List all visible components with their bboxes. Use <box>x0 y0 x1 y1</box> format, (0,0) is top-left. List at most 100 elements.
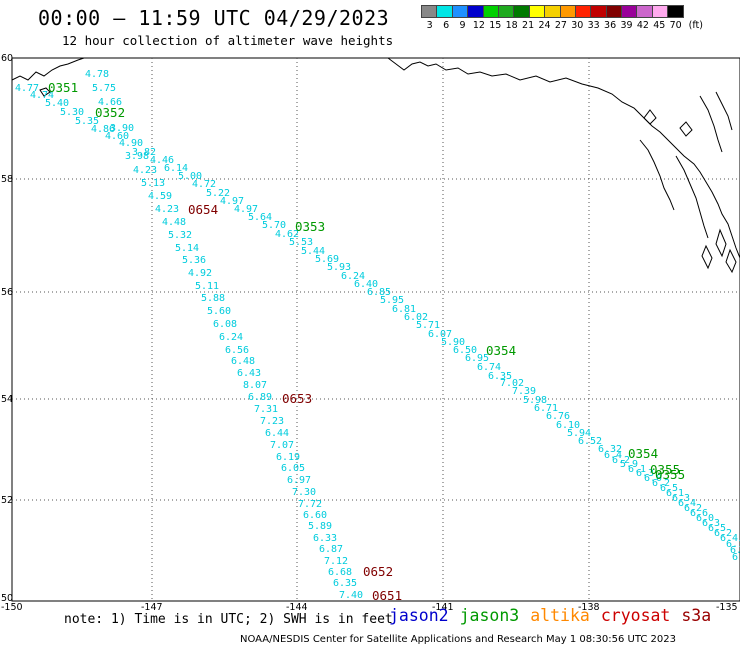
wave-height-value: 4.97 <box>220 196 244 207</box>
wave-height-value: 6.32 <box>598 444 622 455</box>
legend-label: 9 <box>459 20 466 31</box>
lat-tick: 50 <box>1 593 13 604</box>
wave-height-value: 4.23 <box>155 204 179 215</box>
svg-text:6.2: 6.2 <box>652 478 670 489</box>
svg-text:6.4: 6.4 <box>720 533 738 544</box>
wave-height-value: 6.87 <box>319 544 343 555</box>
wave-height-value: 6.40 <box>354 279 378 290</box>
wave-height-value: 7.30 <box>292 487 316 498</box>
svg-text:6.5: 6.5 <box>708 523 726 534</box>
pass-time-label: 0651 <box>372 588 402 603</box>
wave-height-value: 6.89 <box>248 392 272 403</box>
wave-height-value: 7.02 <box>500 378 524 389</box>
svg-text:6.5: 6.5 <box>660 483 678 494</box>
wave-height-value: 6.44 <box>265 428 289 439</box>
legend-label: 39 <box>620 20 633 31</box>
wave-height-value: 4.90 <box>119 138 143 149</box>
wave-height-value: 6.02 <box>404 312 428 323</box>
wave-height-value: 6.50 <box>453 345 477 356</box>
svg-text:6.2: 6.2 <box>732 552 740 563</box>
legend-label: 45 <box>653 20 666 31</box>
legend-unit: (ft) <box>688 20 703 31</box>
wave-height-value: 5.64 <box>248 212 272 223</box>
wave-height-value: 5.14 <box>175 243 199 254</box>
legend-label: 15 <box>489 20 502 31</box>
svg-text:5.9: 5.9 <box>620 459 638 470</box>
satellite-name: altika <box>530 606 590 625</box>
wave-height-value: 4.60 <box>105 131 129 142</box>
wave-height-value: 6.35 <box>488 371 512 382</box>
wave-height-value: 6.68 <box>328 567 352 578</box>
lon-tick: -150 <box>1 602 23 613</box>
coastline <box>11 57 740 274</box>
wave-height-value: 4.92 <box>188 268 212 279</box>
svg-text:6.1: 6.1 <box>726 539 740 550</box>
wave-height-value: 6.19 <box>276 452 300 463</box>
svg-text:6.3: 6.3 <box>730 545 740 556</box>
dense-track-overlap: 6.46.25.9 6.16.36.0 6.26.56.1 6.36.46.2 … <box>604 450 740 563</box>
wave-height-value: 6.56 <box>225 345 249 356</box>
legend-label: 42 <box>636 20 649 31</box>
lon-tick: -135 <box>716 602 738 613</box>
svg-text:6.2: 6.2 <box>714 528 732 539</box>
wave-height-value: 6.43 <box>237 368 261 379</box>
legend-label: 70 <box>669 20 682 31</box>
map-frame <box>11 57 740 602</box>
wave-height-value: 5.36 <box>182 255 206 266</box>
wave-height-value: 6.10 <box>556 420 580 431</box>
lon-tick: -147 <box>141 602 163 613</box>
wave-height-value: 4.48 <box>162 217 186 228</box>
wave-height-value: 3.82 <box>132 147 156 158</box>
credit-line: NOAA/NESDIS Center for Satellite Applica… <box>240 634 676 645</box>
wave-height-value: 6.35 <box>333 578 357 589</box>
legend-label: 12 <box>472 20 485 31</box>
wave-height-value: 6.05 <box>281 463 305 474</box>
wave-height-value: 5.71 <box>416 320 440 331</box>
wave-height-value: 5.89 <box>308 521 332 532</box>
wave-height-value: 6.14 <box>164 163 188 174</box>
svg-text:6.1: 6.1 <box>666 488 684 499</box>
pass-time-label: 0652 <box>363 564 393 579</box>
svg-text:6.6: 6.6 <box>690 508 708 519</box>
pass-time-label: 0654 <box>188 202 218 217</box>
wave-height-value: 4.78 <box>85 69 109 80</box>
wave-height-value: 6.81 <box>392 304 416 315</box>
wave-height-value: 5.88 <box>201 293 225 304</box>
wave-height-value: 4.59 <box>148 191 172 202</box>
wave-height-value: 8.07 <box>243 380 267 391</box>
wave-height-value: 5.44 <box>301 246 325 257</box>
wave-height-value: 5.22 <box>206 188 230 199</box>
svg-text:6.1: 6.1 <box>628 464 646 475</box>
wave-height-value: 6.95 <box>465 353 489 364</box>
svg-text:6.2: 6.2 <box>684 503 702 514</box>
svg-text:6.0: 6.0 <box>696 513 714 524</box>
svg-text:6.3: 6.3 <box>672 493 690 504</box>
wave-height-value: 5.32 <box>168 230 192 241</box>
footer-note: note: 1) Time is in UTC; 2) SWH is in fe… <box>64 612 393 627</box>
wave-height-value: 7.23 <box>260 416 284 427</box>
wave-height-value: 7.39 <box>512 386 536 397</box>
legend-label: 21 <box>522 20 535 31</box>
legend-label: 24 <box>538 20 551 31</box>
wave-height-value: 3.98 <box>125 151 149 162</box>
legend-label: 36 <box>604 20 617 31</box>
lon-tick: -144 <box>286 602 308 613</box>
wave-height-value: 6.71 <box>534 403 558 414</box>
wave-height-value: 4.74 <box>30 90 54 101</box>
pass-labels: 0351035206540353035406530354035503550652… <box>48 80 685 603</box>
wave-height-value: 4.66 <box>98 97 122 108</box>
satellite-legend: jason2 jason3 altika cryosat s3a <box>389 606 722 625</box>
satellite-name: s3a <box>681 606 712 625</box>
wave-height-value: 4.72 <box>192 179 216 190</box>
wave-height-value: 6.08 <box>213 319 237 330</box>
wave-height-labels: 4.78 4.77 5.75 4.745.40 4.66 5.305.354.863.90… <box>15 69 622 601</box>
pass-time-label: 0355 <box>650 462 680 477</box>
wave-height-value: 4.23 <box>133 165 157 176</box>
wave-height-value: 6.52 <box>578 436 602 447</box>
pass-time-label: 0354 <box>628 446 658 461</box>
wave-height-value: 4.77 <box>15 83 39 94</box>
wave-height-value: 5.75 <box>92 83 116 94</box>
wave-height-value: 5.94 <box>567 428 591 439</box>
longitude-labels: -150 -147 -144 -141 -138 -135 <box>1 602 738 613</box>
